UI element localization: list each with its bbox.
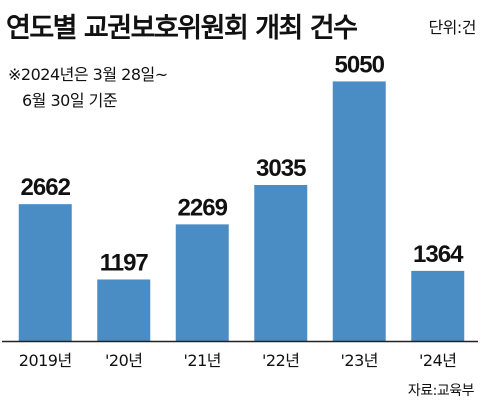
bar-value-label-2: 2269 <box>178 194 228 221</box>
bar-value-label-0: 2662 <box>21 174 71 201</box>
x-tick-label-5: '24년 <box>419 351 456 370</box>
x-tick-label-1: '20년 <box>105 351 142 370</box>
bar-value-label-1: 1197 <box>100 249 149 276</box>
bar-5 <box>411 270 465 341</box>
unit-label: 단위:건 <box>428 18 476 37</box>
source-label: 자료:교육부 <box>407 383 475 399</box>
bar-value-label-3: 3035 <box>256 155 306 182</box>
x-tick-label-0: 2019년 <box>19 351 72 370</box>
bar-value-label-4: 5050 <box>335 51 385 78</box>
bar-value-label-5: 1364 <box>413 241 464 268</box>
bar-2 <box>175 224 229 341</box>
footnote-line-2: 6월 30일 기준 <box>22 91 118 110</box>
bar-0 <box>18 204 72 341</box>
footnote: ※2024년은 3월 28일~ 6월 30일 기준 <box>8 62 168 114</box>
x-tick-label-3: '22년 <box>262 351 299 370</box>
bar-4 <box>332 81 386 341</box>
x-tick-label-4: '23년 <box>341 351 378 370</box>
bar-1 <box>97 279 151 341</box>
chart-title: 연도별 교권보호위원회 개최 건수 <box>6 13 358 44</box>
footnote-line-1: ※2024년은 3월 28일~ <box>8 65 168 84</box>
bar-3 <box>254 184 308 341</box>
x-tick-label-2: '21년 <box>184 351 221 370</box>
